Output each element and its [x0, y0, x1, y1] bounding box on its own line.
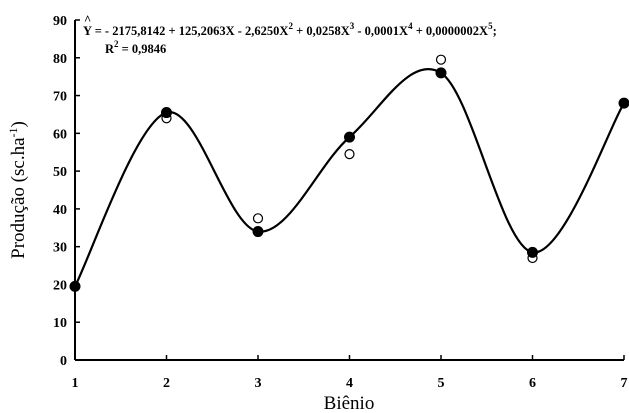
r2-base: R	[105, 42, 115, 56]
observed-point	[344, 149, 355, 160]
estimated-point	[435, 67, 447, 79]
eq-sup4: 4	[408, 21, 413, 31]
y-tick-label: 30	[53, 241, 67, 256]
estimated-point	[69, 280, 81, 292]
eq-sup5: 5	[488, 21, 493, 31]
eq-mid4: - 0,0001X	[354, 24, 408, 38]
estimated-point	[161, 107, 172, 119]
x-tick-label: 1	[72, 376, 79, 391]
y-tick-label: 80	[53, 52, 67, 67]
y-tick-label: 60	[53, 127, 67, 142]
estimated-point	[527, 246, 538, 258]
equation-line: Y = - 2175,8142 + 125,2063X - 2,6250X2 +…	[83, 21, 497, 38]
eq-tail: ;	[493, 24, 497, 38]
y-axis-title: Produção (sc.ha-1)	[6, 121, 29, 259]
y-ticks: 0 10 20 30 40 50 60 70 80 90	[53, 14, 80, 369]
eq-lhs: Y = - 2175,8142 + 125,2063X - 2,6250X	[83, 24, 288, 38]
estimated-points	[69, 67, 629, 292]
fitted-curve	[74, 68, 625, 287]
observed-point	[435, 54, 447, 65]
y-tick-label: 70	[53, 90, 67, 105]
estimated-point	[618, 97, 629, 109]
x-tick-label: 4	[346, 376, 353, 391]
observed-point	[252, 213, 264, 224]
y-axis-title-end: )	[8, 121, 29, 127]
x-tick-label: 6	[529, 376, 536, 391]
x-tick-label: 2	[163, 376, 170, 391]
y-tick-label: 90	[53, 14, 67, 29]
estimated-point	[252, 226, 264, 238]
eq-mid5: + 0,0000002X	[413, 24, 489, 38]
x-tick-label: 3	[255, 376, 262, 391]
observed-points	[69, 54, 629, 292]
y-tick-label: 50	[53, 165, 67, 180]
axes	[74, 20, 624, 361]
x-tick-label: 5	[438, 376, 445, 391]
x-ticks: 1 2 3 4 5 6 7	[72, 355, 628, 391]
y-axis-title-main: Produção (sc.ha	[8, 137, 29, 259]
y-tick-label: 20	[53, 278, 67, 293]
y-tick-label: 40	[53, 203, 67, 218]
estimated-point	[344, 131, 355, 143]
regression-equation: ^ Y = - 2175,8142 + 125,2063X - 2,6250X2…	[83, 13, 497, 56]
r2-val: = 0,9846	[119, 42, 167, 56]
eq-sup2: 2	[288, 21, 293, 31]
x-axis-title: Biênio	[324, 393, 375, 413]
r2-sup: 2	[114, 39, 119, 49]
eq-sup3: 3	[350, 21, 355, 31]
y-tick-label: 0	[60, 354, 67, 369]
eq-mid3: + 0,0258X	[293, 24, 350, 38]
y-axis-title-sup: -1	[6, 127, 20, 137]
y-tick-label: 10	[53, 316, 67, 331]
r-squared: R2 = 0,9846	[105, 39, 166, 56]
x-tick-label: 7	[621, 376, 628, 391]
equation-hat: ^	[84, 13, 91, 27]
